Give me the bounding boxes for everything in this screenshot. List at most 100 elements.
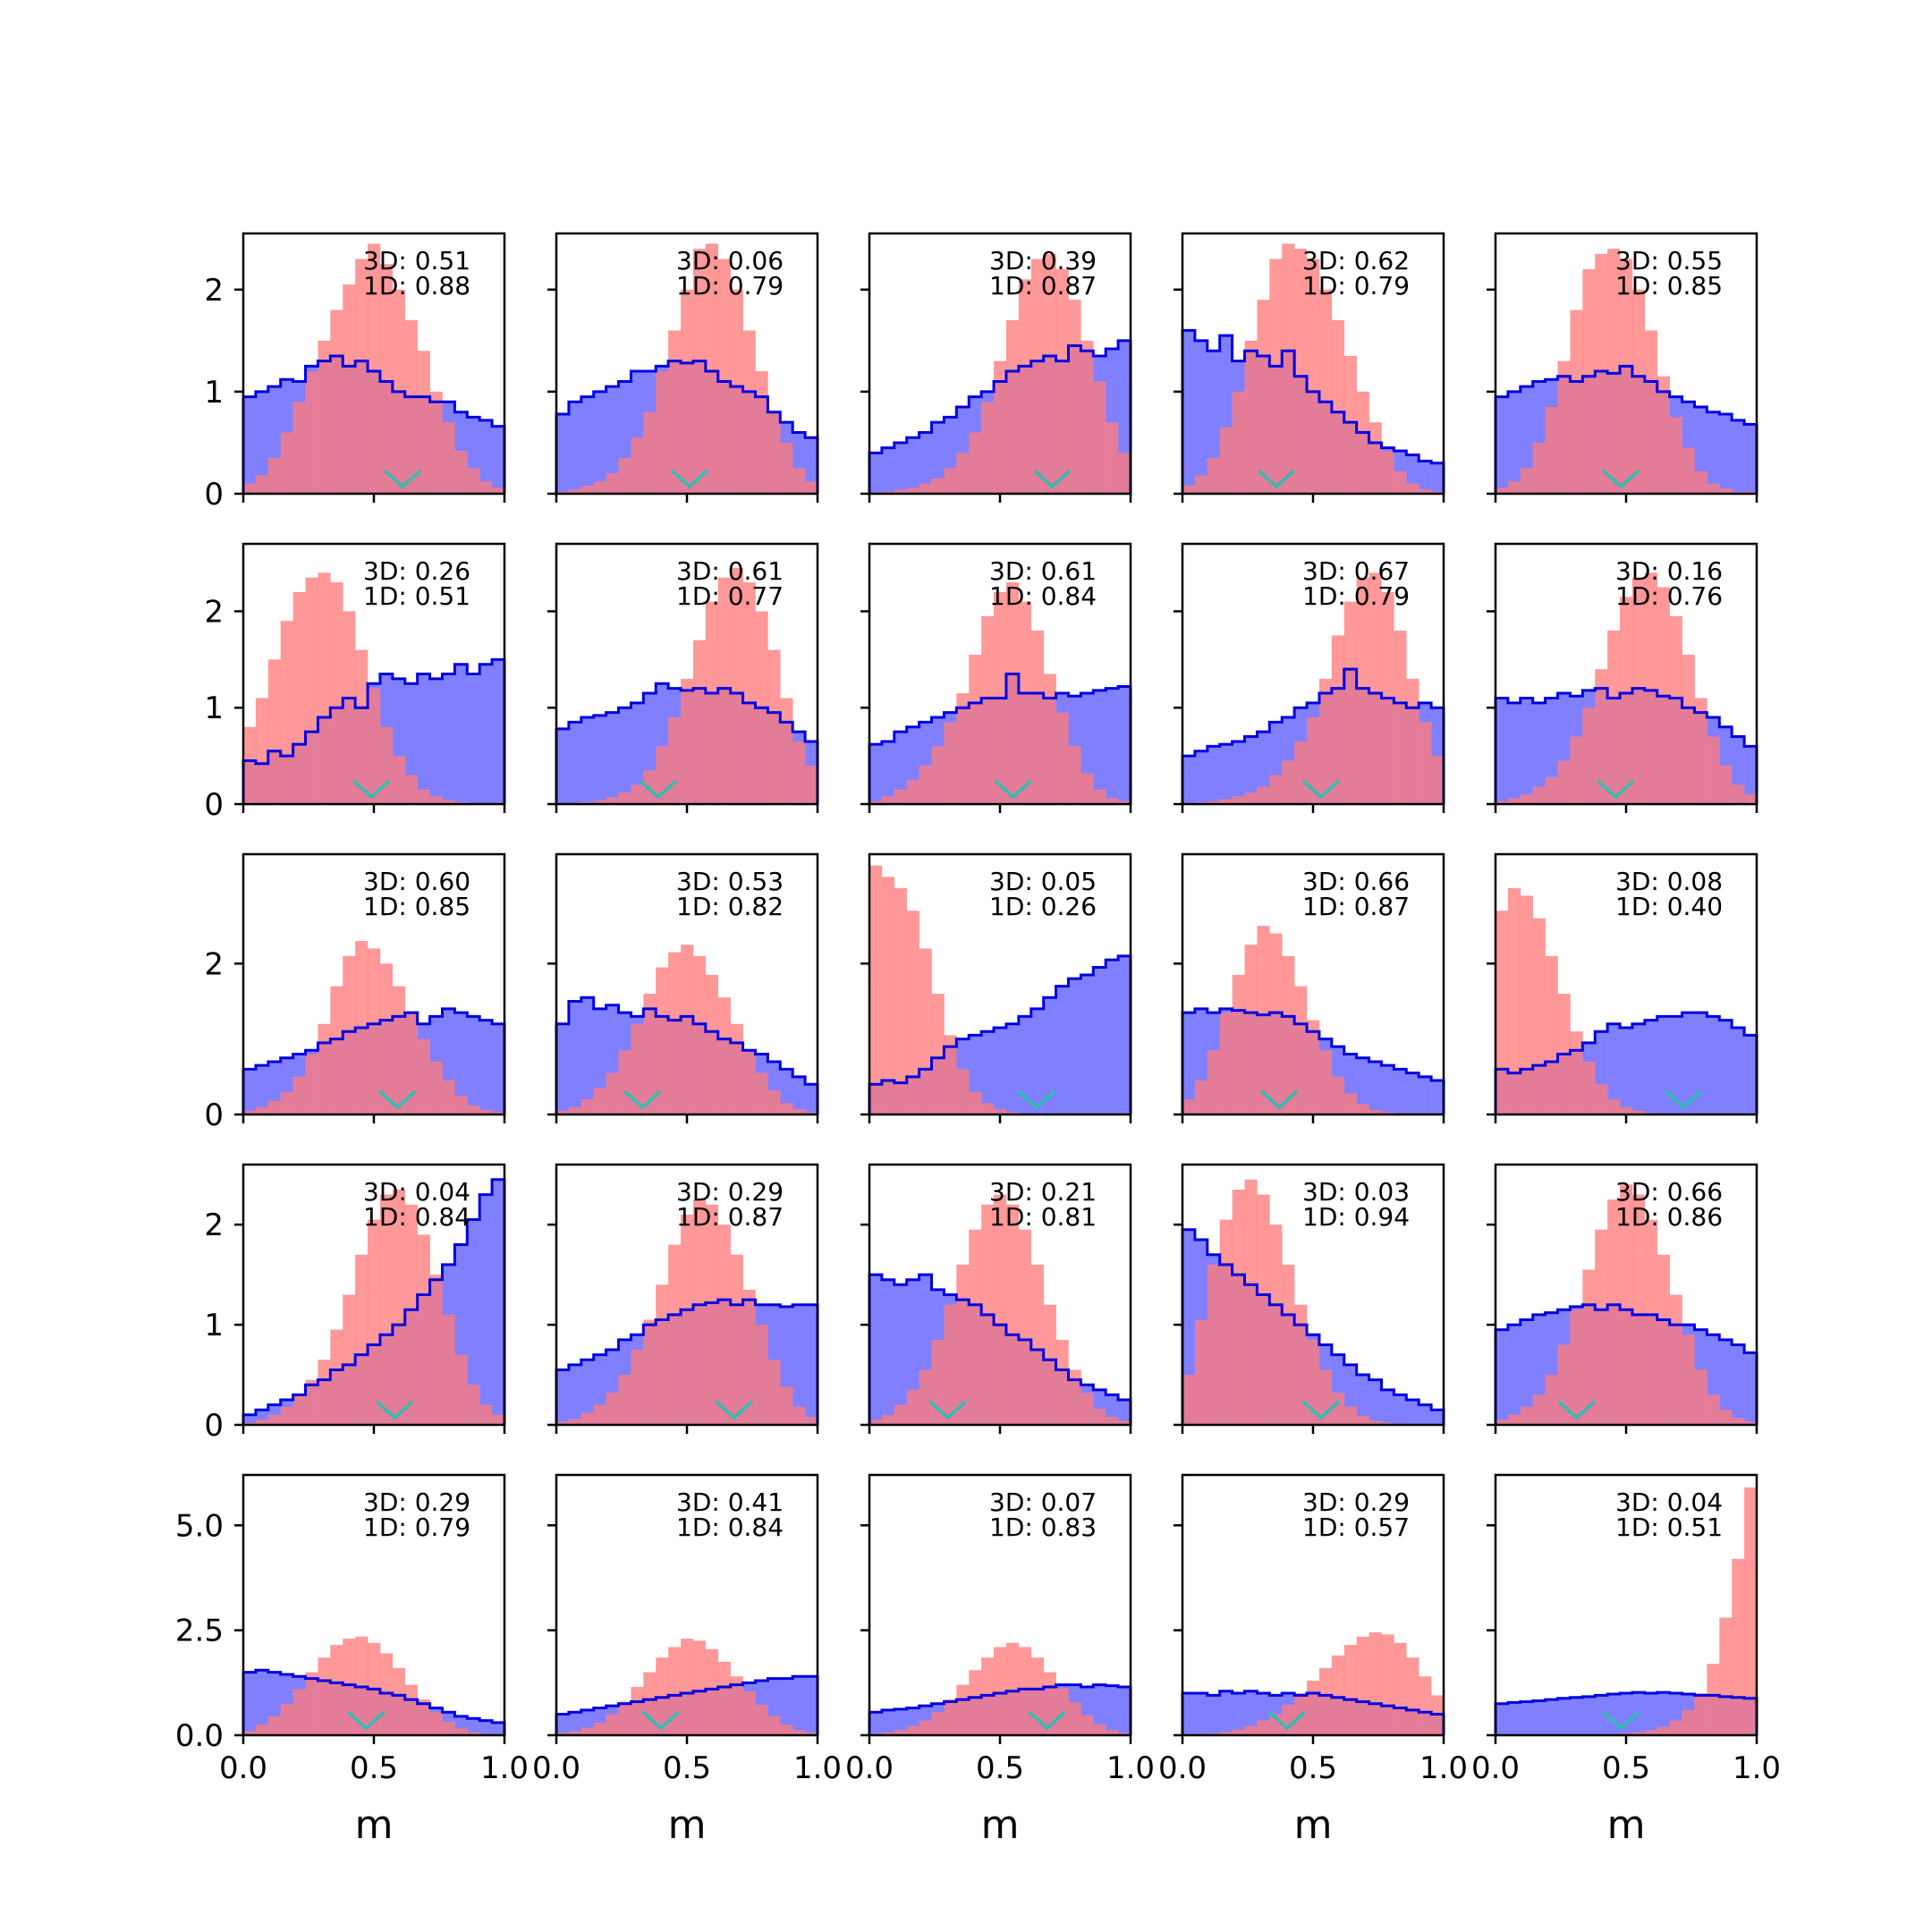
red-histogram [1182,243,1445,494]
hist-bar [1507,481,1521,494]
hist-bar [1307,717,1320,804]
hist-bar [404,1204,418,1425]
hist-bar [1257,786,1270,804]
hist-bar [355,258,369,494]
hist-bar [717,577,731,804]
hist-bar [1118,1687,1131,1735]
hist-bar [1532,1700,1546,1735]
hist-bar [442,800,455,804]
hist-bar [956,1069,970,1114]
hist-bar [429,678,443,804]
hist-bar [1018,1647,1032,1735]
hist-bar [1207,1050,1221,1114]
hist-bar [556,1714,570,1735]
annotation-3d: 3D: 0.67 [1302,556,1410,586]
hist-bar [1068,746,1081,804]
hist-bar [931,478,945,494]
hist-bar [1043,674,1056,804]
hist-bar [1496,396,1509,494]
hist-bar [392,756,406,804]
hist-bar [379,1194,394,1425]
hist-bar [1669,1294,1682,1425]
hist-bar [1595,1695,1608,1735]
annotation-3d: 3D: 0.16 [1615,556,1723,586]
hist-bar [1631,1732,1646,1735]
hist-bar [1419,1404,1432,1425]
hist-bar [681,289,694,494]
hist-bar [318,1657,331,1735]
hist-bar [1545,407,1558,494]
hist-bar [1496,1329,1509,1425]
hist-bar [1496,1703,1509,1735]
hist-bar [318,1023,331,1114]
hist-bar [1207,1695,1221,1735]
hist-bar [730,1023,743,1114]
hist-bar [1644,1020,1658,1114]
x-tick-label: 0.5 [1602,1750,1650,1786]
x-tick-label: 0.0 [532,1750,580,1786]
hist-bar [343,1639,356,1735]
hist-bar [568,489,582,494]
hist-bar [580,1360,595,1425]
x-tick-label: 1.0 [1419,1750,1468,1786]
hist-bar [631,1350,644,1425]
hist-bar [1093,967,1106,1114]
median-marker [383,469,422,489]
hist-bar [1507,1702,1521,1735]
annotation-1d: 1D: 0.79 [363,1513,470,1542]
hist-bar [1307,1020,1320,1114]
hist-bar [305,577,318,804]
hist-bar [780,1386,793,1425]
hist-bar [479,1109,493,1114]
hist-bar [1545,955,1558,1114]
hist-bar [568,1419,582,1425]
hist-bar [580,997,595,1114]
median-marker [1301,1400,1340,1420]
hist-bar [969,1091,982,1114]
hist-bar [742,582,756,804]
hist-bar [805,1733,818,1735]
hist-bar [492,1414,505,1425]
hist-bar [1005,1204,1020,1425]
hist-bar [618,792,631,804]
annotation-1d: 1D: 0.94 [1302,1202,1410,1232]
hist-bar [1257,732,1270,804]
hist-bar [255,1419,269,1425]
hist-bar [1545,1699,1558,1735]
hist-bar [1232,391,1245,494]
hist-bar [580,717,595,804]
hist-bar [1496,911,1509,1114]
hist-bar [919,432,932,494]
hist-bar [1644,1693,1658,1735]
hist-bar [1207,458,1221,494]
annotation-1d: 1D: 0.79 [676,271,784,301]
hist-bar [442,1314,455,1425]
annotation-3d: 3D: 0.04 [363,1177,470,1207]
hist-bar [1257,300,1270,494]
hist-bar [730,567,743,804]
hist-bar [1496,698,1509,804]
hist-bar [1520,1701,1534,1735]
hist-bar [656,967,669,1114]
hist-bar [267,659,282,804]
hist-bar [1356,1057,1369,1114]
hist-bar [805,1084,818,1114]
x-tick-label: 0.5 [663,1750,711,1786]
hist-bar [944,468,957,494]
hist-bar [593,1404,606,1425]
hist-bar [1118,453,1131,494]
hist-bar [1744,794,1758,804]
hist-bar [705,974,719,1114]
hist-bar [742,330,756,494]
hist-bar [1620,258,1633,494]
hist-bar [1557,1698,1571,1735]
hist-bar [479,1020,493,1114]
hist-bar [1368,1632,1382,1735]
hist-bar [1219,744,1233,804]
hist-bar [255,1106,269,1114]
hist-bar [417,674,430,804]
annotation-3d: 3D: 0.39 [989,246,1097,275]
hist-bar [1607,631,1621,804]
